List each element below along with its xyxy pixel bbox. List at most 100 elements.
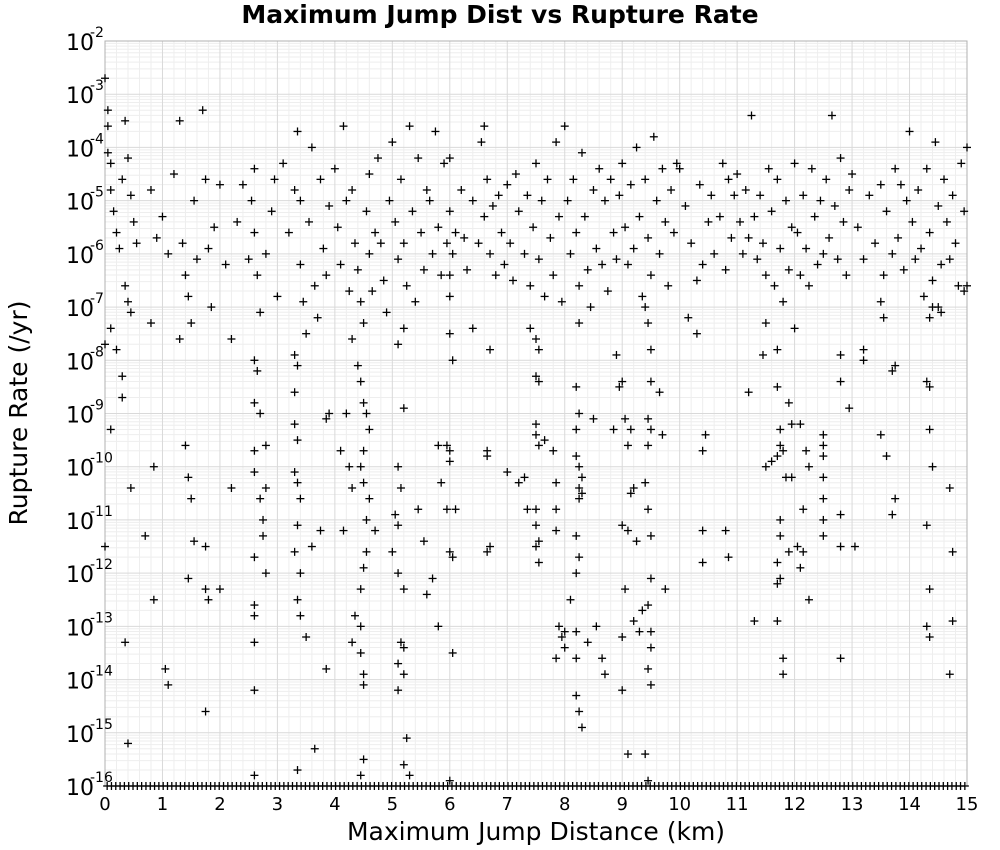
data-point (302, 633, 311, 641)
data-point (333, 223, 342, 232)
data-point (184, 292, 193, 301)
data-point (641, 750, 650, 759)
data-point (359, 680, 368, 689)
data-point (618, 159, 627, 168)
data-point (238, 180, 247, 189)
data-point (572, 452, 581, 461)
data-point (787, 473, 796, 482)
data-point (626, 489, 635, 498)
data-point (876, 430, 885, 439)
data-point (486, 249, 495, 258)
data-point (293, 478, 302, 487)
data-point (638, 606, 647, 615)
data-point (569, 175, 578, 184)
data-point (925, 585, 934, 594)
data-point (575, 409, 584, 418)
data-point (773, 175, 782, 184)
data-point (101, 340, 109, 349)
data-point (534, 255, 543, 264)
data-point (543, 175, 552, 184)
data-point (477, 138, 486, 147)
data-point (552, 505, 561, 514)
data-point (600, 196, 609, 205)
data-point (954, 281, 963, 290)
data-point (442, 239, 451, 248)
data-point (534, 345, 543, 354)
data-point (842, 271, 851, 280)
data-point (356, 585, 365, 594)
data-point (121, 116, 130, 125)
y-tick-label: 10 (66, 84, 94, 109)
data-point (948, 547, 957, 556)
data-point (250, 446, 259, 455)
data-point (273, 292, 282, 301)
data-point (945, 255, 954, 264)
data-point (399, 760, 408, 769)
data-point (445, 457, 454, 466)
data-point (480, 122, 489, 131)
y-tick-exponent: -3 (90, 78, 104, 94)
data-point (925, 633, 934, 641)
data-point (922, 622, 931, 631)
data-point (402, 734, 411, 743)
data-point (103, 106, 112, 115)
data-point (560, 122, 569, 131)
data-point (126, 308, 135, 317)
data-point (888, 510, 897, 519)
data-point (629, 484, 638, 492)
data-point (373, 154, 382, 163)
data-point (316, 526, 325, 535)
data-point (606, 175, 615, 184)
data-point (773, 579, 782, 588)
data-point (960, 782, 969, 790)
data-point (741, 186, 750, 194)
data-point (644, 233, 653, 242)
data-point (600, 670, 609, 679)
data-point (919, 292, 928, 301)
data-point (552, 526, 561, 535)
data-point (698, 558, 707, 567)
data-point (261, 441, 270, 450)
data-point (618, 377, 627, 386)
data-point (922, 377, 931, 386)
data-point (250, 611, 259, 620)
data-point (552, 654, 561, 663)
data-point (362, 547, 371, 556)
data-point (934, 303, 943, 312)
data-point (442, 505, 451, 514)
data-point (250, 771, 259, 780)
data-point (356, 648, 365, 657)
data-point (187, 319, 196, 328)
data-point (293, 436, 302, 445)
data-point (253, 366, 262, 375)
data-point (394, 462, 403, 471)
data-point (730, 191, 739, 200)
data-point (819, 494, 828, 503)
data-point (761, 462, 770, 471)
data-point (253, 271, 262, 280)
data-point (259, 515, 268, 524)
data-point (359, 563, 368, 572)
data-point (417, 228, 426, 237)
x-tick-label: 14 (898, 794, 921, 815)
data-point (807, 164, 816, 173)
data-point (164, 680, 173, 689)
data-point (261, 569, 270, 578)
data-point (779, 654, 788, 663)
x-tick-label: 7 (502, 794, 513, 815)
data-point (575, 281, 584, 290)
data-point (603, 287, 612, 296)
data-point (698, 446, 707, 455)
data-point (618, 686, 627, 695)
data-point (313, 313, 322, 322)
data-point (532, 505, 540, 514)
data-point (362, 515, 371, 524)
data-point (911, 255, 920, 264)
data-point (560, 627, 569, 636)
data-point (598, 260, 607, 269)
data-point (779, 446, 788, 455)
data-point (431, 127, 440, 136)
data-point (572, 382, 581, 391)
data-point (388, 547, 397, 556)
data-point (394, 340, 403, 349)
